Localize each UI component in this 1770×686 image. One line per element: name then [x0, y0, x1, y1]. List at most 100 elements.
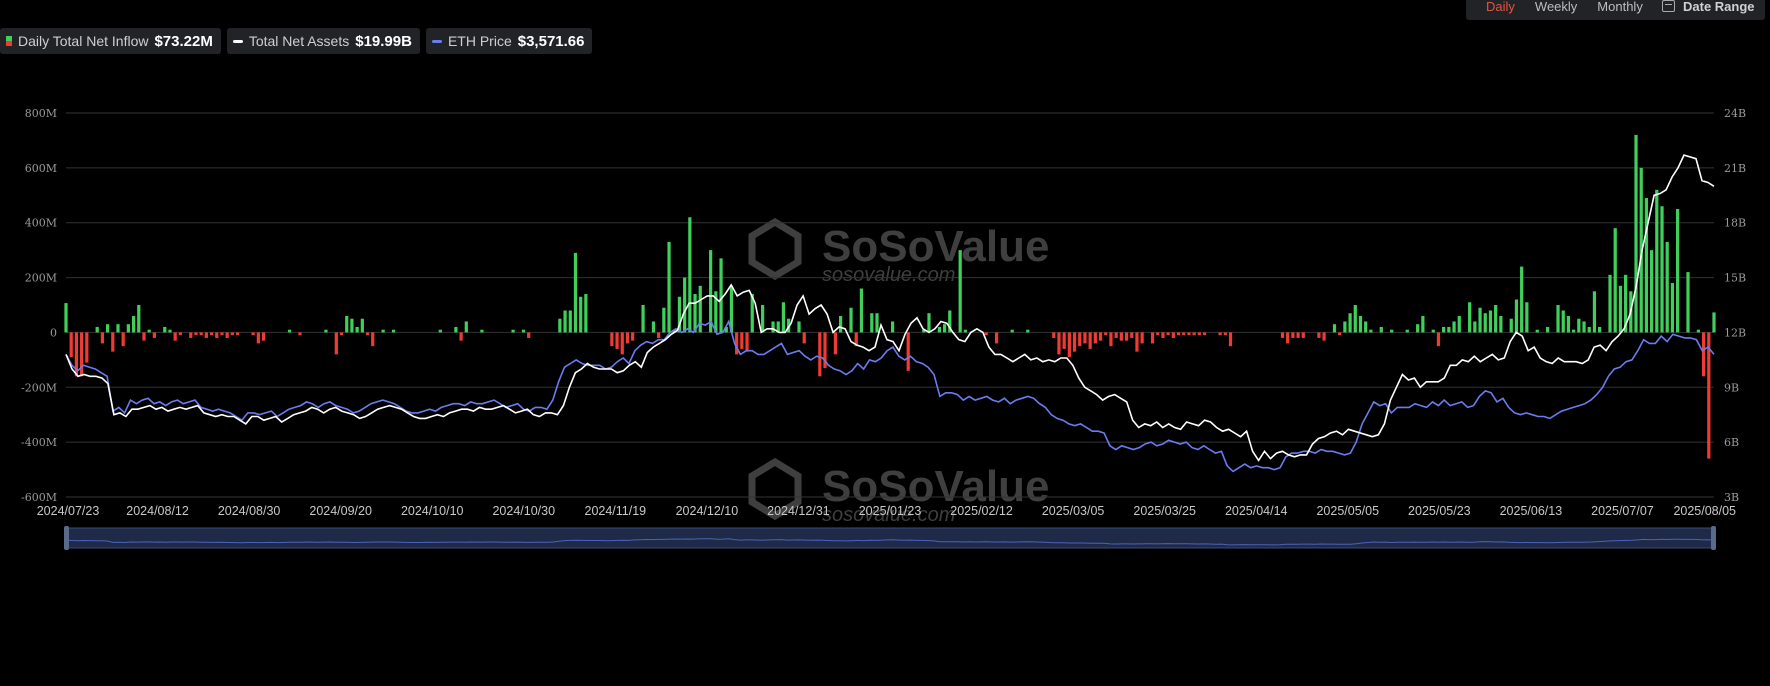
inflow-bar — [199, 332, 203, 336]
inflow-bar — [1514, 299, 1519, 333]
inflow-bar — [230, 332, 234, 336]
inflow-bar — [787, 318, 791, 333]
inflow-bar — [906, 332, 910, 371]
inflow-bar — [251, 332, 255, 336]
inflow-bar — [849, 307, 853, 333]
x-tick-label: 2024/10/10 — [401, 504, 464, 518]
inflow-bar — [1062, 332, 1066, 349]
inflow-bar — [1556, 305, 1560, 333]
left-tick-label: 400M — [25, 217, 57, 230]
inflow-bar — [1494, 305, 1498, 333]
legend-price-value: $3,571.66 — [517, 32, 585, 50]
inflow-bar — [1057, 332, 1061, 355]
inflow-bar — [391, 329, 396, 333]
range-navigator[interactable] — [64, 526, 1716, 550]
x-tick-label: 2025/07/07 — [1591, 504, 1654, 518]
right-tick-label: 9B — [1724, 381, 1739, 394]
inflow-bar — [1587, 326, 1591, 333]
inflow-bar — [1072, 332, 1077, 352]
inflow-bar — [1223, 332, 1227, 336]
inflow-bar — [1218, 332, 1222, 336]
inflow-bar — [688, 217, 692, 333]
inflow-bar — [1447, 326, 1451, 333]
x-tick-label: 2024/08/30 — [218, 504, 281, 518]
legend-inflow[interactable]: Daily Total Net Inflow $73.22M — [0, 28, 221, 54]
inflow-bar — [1182, 332, 1186, 336]
legend-assets-value: $19.99B — [355, 32, 412, 50]
tab-monthly[interactable]: Monthly — [1597, 0, 1643, 14]
x-tick-label: 2025/04/14 — [1225, 504, 1288, 518]
inflow-bar — [620, 332, 624, 355]
inflow-bar — [74, 332, 79, 377]
left-tick-label: 800M — [25, 107, 57, 120]
inflow-bar — [693, 294, 697, 333]
inflow-bar — [823, 332, 827, 369]
inflow-bar — [802, 332, 806, 344]
inflow-bar — [79, 332, 84, 377]
inflow-bar — [64, 303, 68, 333]
inflow-bar — [1712, 312, 1716, 333]
x-tick-label: 2024/12/10 — [676, 504, 739, 518]
inflow-bar — [261, 332, 266, 341]
inflow-bar — [1124, 332, 1129, 341]
inflow-bar — [948, 310, 952, 333]
tab-daily[interactable]: Daily — [1486, 0, 1515, 14]
inflow-bar — [464, 321, 468, 333]
right-tick-label: 12B — [1724, 326, 1746, 339]
inflow-bar — [625, 332, 630, 344]
legend-inflow-value: $73.22M — [154, 32, 213, 50]
x-tick-label: 2024/10/30 — [492, 504, 555, 518]
inflow-bar — [1468, 302, 1472, 333]
x-tick-label: 2024/07/23 — [37, 504, 100, 518]
calendar-icon — [1662, 0, 1675, 12]
watermark-url: sosovalue.com — [822, 264, 955, 286]
legend-eth-price[interactable]: ETH Price $3,571.66 — [425, 28, 593, 54]
inflow-bar — [215, 332, 219, 338]
navigator-track — [65, 527, 1715, 549]
left-axis: 800M 600M 400M 200M 0 -200M -400M -600M — [21, 107, 57, 504]
inflow-bar — [657, 332, 661, 338]
inflow-bar — [1291, 332, 1295, 338]
inflow-bar — [709, 250, 713, 333]
inflow-bar — [204, 332, 208, 338]
date-range-button[interactable]: Date Range — [1652, 0, 1765, 20]
watermark-bottom: SoSoValue sosovalue.com — [748, 457, 1049, 526]
legend-price-label: ETH Price — [447, 33, 512, 49]
inflow-bar — [1156, 332, 1160, 336]
legend-net-assets[interactable]: Total Net Assets $19.99B — [226, 28, 420, 54]
navigator-line — [65, 538, 1715, 546]
inflow-bar — [298, 332, 302, 336]
inflow-bar — [511, 329, 515, 333]
x-tick-label: 2025/03/05 — [1042, 504, 1105, 518]
inflow-bar — [631, 332, 635, 341]
inflow-bar — [1592, 291, 1597, 333]
inflow-bar — [1130, 332, 1134, 338]
x-tick-label: 2025/05/05 — [1316, 504, 1379, 518]
inflow-bar — [1078, 332, 1082, 347]
inflow-bar — [1296, 332, 1300, 338]
watermark-logo-icon — [748, 457, 802, 521]
inflow-bar — [1431, 329, 1435, 333]
inflow-bar — [771, 321, 775, 333]
inflow-bar — [579, 296, 583, 333]
inflow-bar — [1364, 321, 1368, 333]
inflow-bar — [324, 329, 328, 333]
inflow-bar — [1442, 326, 1446, 333]
inflow-bar — [235, 332, 240, 336]
x-tick-label: 2025/06/13 — [1500, 504, 1563, 518]
inflow-bar — [1478, 307, 1482, 333]
inflow-bar — [958, 250, 962, 333]
inflow-bar — [714, 291, 718, 333]
inflow-bar — [1338, 332, 1342, 336]
inflow-bar — [173, 332, 177, 341]
inflow-bar — [527, 332, 531, 338]
inflow-bar — [677, 296, 682, 333]
inflow-bar — [371, 332, 375, 347]
inflow-bar — [610, 332, 614, 347]
inflow-bar — [729, 285, 734, 333]
inflow-bar — [781, 302, 786, 333]
left-tick-label: -400M — [21, 436, 57, 449]
tab-weekly[interactable]: Weekly — [1534, 0, 1578, 14]
grid-lines — [66, 112, 1714, 498]
inflow-bar — [761, 305, 765, 333]
